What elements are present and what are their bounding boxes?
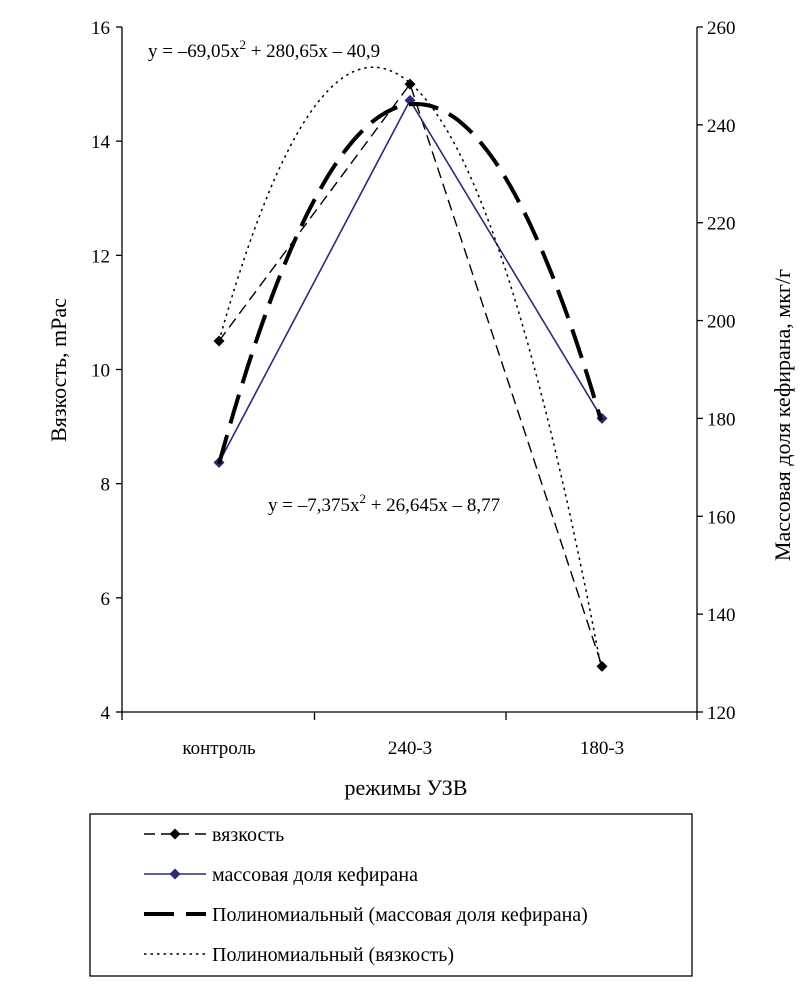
series-0-line <box>218 82 603 667</box>
legend: вязкость массовая доля кефирана Полиномиал… <box>89 813 693 977</box>
legend-marker-1 <box>169 868 181 880</box>
ticks: 4 6 8 10 12 14 16 120 140 160 180 200 220 240 260 контр… <box>91 18 736 759</box>
y-tick-label: 16 <box>91 18 110 39</box>
equation-viscosity-sup: 2 <box>359 491 366 506</box>
y-tick-label: 10 <box>91 361 110 382</box>
legend-label-1: массовая доля кефирана <box>212 864 418 886</box>
legend-box <box>89 813 693 977</box>
x-tick-label: контроль <box>182 738 256 759</box>
x-tick-label: 180-3 <box>580 738 624 759</box>
x-axis-title: режимы УЗВ <box>345 775 468 800</box>
y2-tick-label: 240 <box>707 116 736 137</box>
legend-label-3: Полиномиальный (вязкость) <box>212 944 454 966</box>
y2-tick-label: 140 <box>707 605 736 626</box>
x-tick-label: 240-3 <box>388 738 432 759</box>
series-0-point <box>404 78 416 90</box>
y-tick-label: 12 <box>91 246 110 267</box>
y2-tick-label: 160 <box>707 507 736 528</box>
equation-kefiran-pre: y = –69,05x <box>148 41 240 62</box>
y-axis-title: Вязкость, mPас <box>46 298 71 442</box>
series-2-line <box>217 101 603 465</box>
y-tick-label: 8 <box>101 475 111 496</box>
axes <box>121 27 698 713</box>
y2-tick-label: 260 <box>707 18 736 39</box>
y2-tick-label: 120 <box>707 703 736 724</box>
series-3-line <box>218 66 602 668</box>
y2-tick-label: 200 <box>707 312 736 333</box>
equation-viscosity-pre: y = –7,375x <box>268 495 360 516</box>
legend-label-0: вязкость <box>212 824 284 846</box>
equation-kefiran-post: + 280,65x – 40,9 <box>246 41 380 62</box>
equation-kefiran: y = –69,05x2 + 280,65x – 40,9 <box>148 37 380 62</box>
series-0-point <box>596 660 608 672</box>
y2-tick-label: 220 <box>707 214 736 235</box>
equation-viscosity: y = –7,375x2 + 26,645x – 8,77 <box>268 491 500 516</box>
equation-kefiran-sup: 2 <box>239 37 246 52</box>
y-tick-label: 6 <box>101 589 111 610</box>
y2-tick-label: 180 <box>707 409 736 430</box>
y2-axis-title: Массовая доля кефирана, мкг/г <box>770 269 795 561</box>
equation-viscosity-post: + 26,645x – 8,77 <box>366 495 500 516</box>
legend-marker-0 <box>169 828 181 840</box>
legend-label-2: Полиномиальный (массовая доля кефирана) <box>212 904 588 926</box>
y-tick-label: 4 <box>101 703 111 724</box>
series <box>213 66 608 672</box>
y-tick-label: 14 <box>91 132 111 153</box>
